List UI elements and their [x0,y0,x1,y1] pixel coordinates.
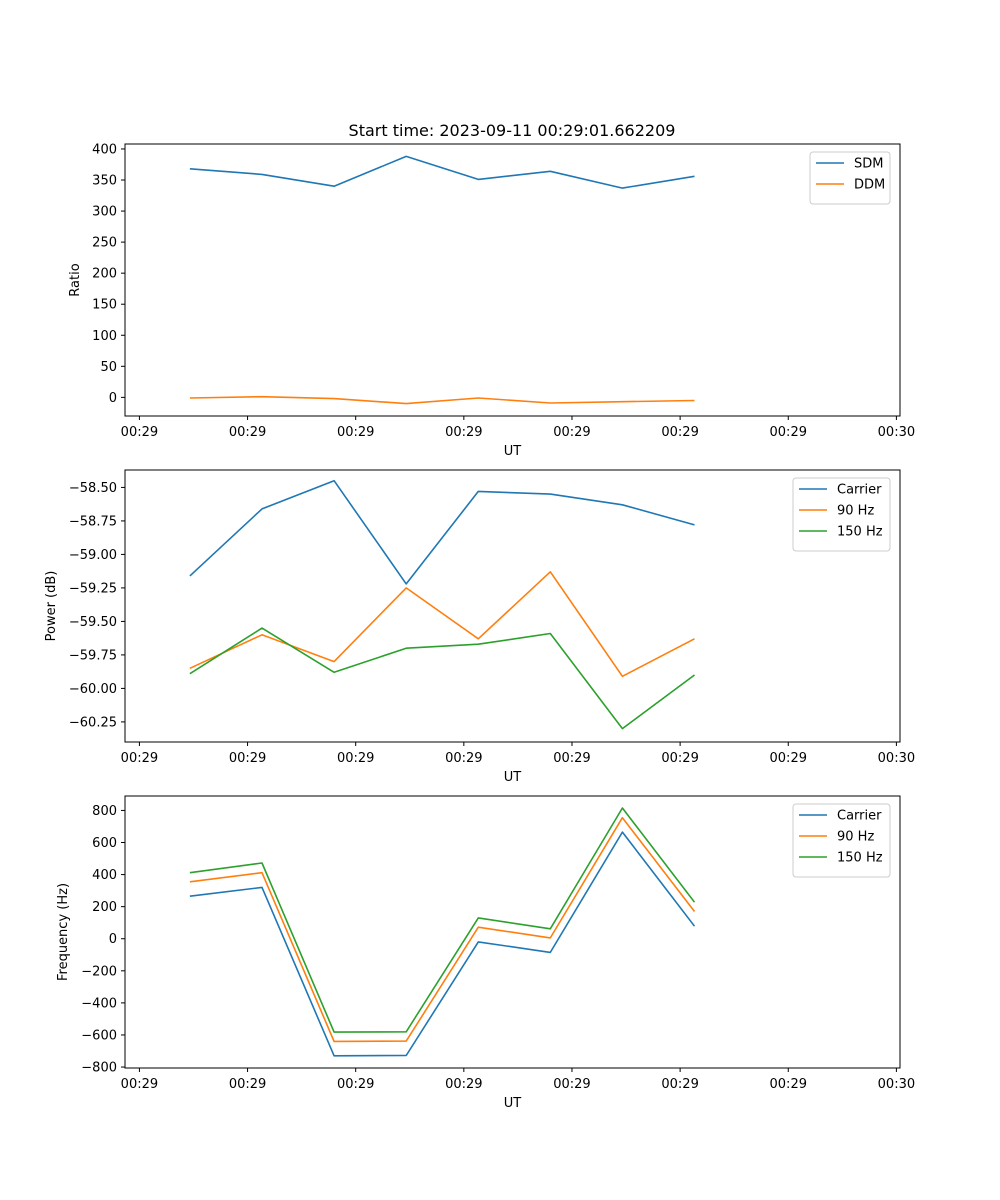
y-tick-label: 200 [92,267,117,282]
x-tick-label: 00:29 [661,425,698,440]
series-line-150-hz [189,627,695,730]
x-tick-label: 00:29 [229,425,266,440]
x-tick-label: 00:30 [878,1077,915,1092]
y-tick-label: −800 [81,1061,117,1076]
y-tick-label: −59.25 [69,581,117,596]
y-tick-label: 600 [92,836,117,851]
legend-label: SDM [854,157,883,172]
legend-label: 90 Hz [837,504,874,519]
legend-box [792,477,891,552]
axes-frame [124,795,901,1069]
x-tick-label: 00:29 [121,1077,158,1092]
x-tick-label: 00:29 [337,425,374,440]
x-tick-label: 00:29 [229,751,266,766]
y-tick-label: 300 [92,205,117,220]
series-line-sdm [189,155,695,189]
legend: Carrier 90 Hz 150 Hz [792,803,891,878]
x-tick-label: 00:29 [553,425,590,440]
x-tick-label: 00:30 [878,751,915,766]
x-tick-label: 00:29 [770,751,807,766]
axes-frame [124,469,901,743]
y-tick-label: 150 [92,298,117,313]
x-tick-label: 00:29 [661,1077,698,1092]
y-tick-label: −59.00 [69,548,117,563]
axes-frame [124,143,901,417]
x-tick-label: 00:29 [770,1077,807,1092]
y-tick-label: 100 [92,329,117,344]
x-tick-label: 00:29 [337,751,374,766]
y-tick-label: 250 [92,236,117,251]
x-tick-label: 00:29 [337,1077,374,1092]
legend-label: 150 Hz [837,525,883,540]
y-tick-label: −58.50 [69,481,117,496]
legend: SDM DDM [809,151,891,205]
y-axis-label: Frequency (Hz) [56,883,71,981]
series-line-carrier [189,479,695,585]
y-tick-label: −60.25 [69,715,117,730]
x-tick-label: 00:29 [445,1077,482,1092]
x-tick-label: 00:29 [770,425,807,440]
series-line-90-hz [189,570,695,678]
series-line-carrier [189,831,696,1057]
y-axis-label: Ratio [68,263,83,296]
y-tick-label: 400 [92,142,117,157]
y-tick-label: −400 [81,996,117,1011]
y-tick-label: 350 [92,174,117,189]
x-axis-label: UT [504,1096,522,1111]
x-tick-label: 00:29 [121,425,158,440]
x-tick-label: 00:29 [553,751,590,766]
chart-panel-1: 0 50 100 150 200 250 300 350 400 00:29 00:29 00:29 0… [68,142,915,459]
legend-box [809,151,891,205]
y-tick-label: −58.75 [69,514,117,529]
y-tick-label: 800 [92,804,117,819]
x-axis-label: UT [504,770,522,785]
x-tick-label: 00:29 [121,751,158,766]
legend: Carrier 90 Hz 150 Hz [792,477,891,552]
y-tick-label: −200 [81,964,117,979]
y-axis-label: Power (dB) [44,571,59,642]
y-tick-label: −59.75 [69,648,117,663]
y-tick-label: −59.50 [69,615,117,630]
x-tick-label: 00:29 [445,425,482,440]
figure-title: Start time: 2023-09-11 00:29:01.662209 [349,121,676,140]
series-line-150-hz [189,807,696,1033]
y-tick-label: 200 [92,900,117,915]
chart-panel-2: −60.25 −60.00 −59.75 −59.50 −59.25 −59.00 −58.… [44,469,915,785]
legend-label: Carrier [837,483,882,498]
x-tick-label: 00:30 [878,425,915,440]
legend-label: 90 Hz [837,830,874,845]
x-axis-label: UT [504,444,522,459]
chart-panel-3: −800 −600 −400 −200 0 200 400 600 800 00:29 00:29 0… [56,795,915,1111]
legend-label: DDM [854,178,885,193]
legend-label: Carrier [837,809,882,824]
chart-panels: 0 50 100 150 200 250 300 350 400 00:29 00:29 00:29 0… [44,142,915,1111]
series-line-90-hz [189,816,696,1043]
x-tick-label: 00:29 [661,751,698,766]
x-tick-label: 00:29 [553,1077,590,1092]
y-tick-label: 400 [92,868,117,883]
x-tick-label: 00:29 [229,1077,266,1092]
y-tick-label: −60.00 [69,682,117,697]
y-tick-label: 0 [109,932,117,947]
y-tick-label: 50 [100,360,117,375]
series-line-ddm [189,395,695,405]
legend-box [792,803,891,878]
y-tick-label: 0 [109,391,117,406]
x-tick-label: 00:29 [445,751,482,766]
y-tick-label: −600 [81,1028,117,1043]
legend-label: 150 Hz [837,851,883,866]
